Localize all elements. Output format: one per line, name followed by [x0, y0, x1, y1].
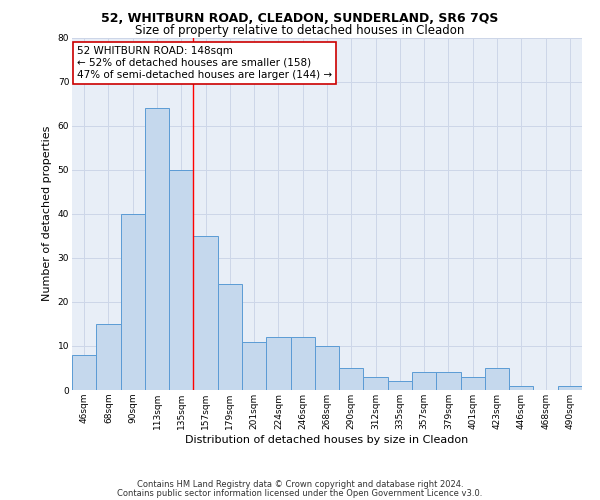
Bar [461, 377, 485, 390]
Bar [315, 346, 339, 390]
Bar [169, 170, 193, 390]
Text: Contains HM Land Registry data © Crown copyright and database right 2024.: Contains HM Land Registry data © Crown c… [137, 480, 463, 489]
Bar [72, 355, 96, 390]
Text: 52 WHITBURN ROAD: 148sqm
← 52% of detached houses are smaller (158)
47% of semi-: 52 WHITBURN ROAD: 148sqm ← 52% of detach… [77, 46, 332, 80]
Bar [509, 386, 533, 390]
Bar [290, 337, 315, 390]
Bar [558, 386, 582, 390]
Bar [145, 108, 169, 390]
Bar [339, 368, 364, 390]
Text: 52, WHITBURN ROAD, CLEADON, SUNDERLAND, SR6 7QS: 52, WHITBURN ROAD, CLEADON, SUNDERLAND, … [101, 12, 499, 26]
Bar [266, 337, 290, 390]
Bar [364, 377, 388, 390]
Bar [436, 372, 461, 390]
Bar [218, 284, 242, 390]
Text: Size of property relative to detached houses in Cleadon: Size of property relative to detached ho… [136, 24, 464, 37]
Y-axis label: Number of detached properties: Number of detached properties [42, 126, 52, 302]
X-axis label: Distribution of detached houses by size in Cleadon: Distribution of detached houses by size … [185, 434, 469, 444]
Bar [96, 324, 121, 390]
Bar [485, 368, 509, 390]
Text: Contains public sector information licensed under the Open Government Licence v3: Contains public sector information licen… [118, 488, 482, 498]
Bar [412, 372, 436, 390]
Bar [242, 342, 266, 390]
Bar [193, 236, 218, 390]
Bar [388, 381, 412, 390]
Bar [121, 214, 145, 390]
